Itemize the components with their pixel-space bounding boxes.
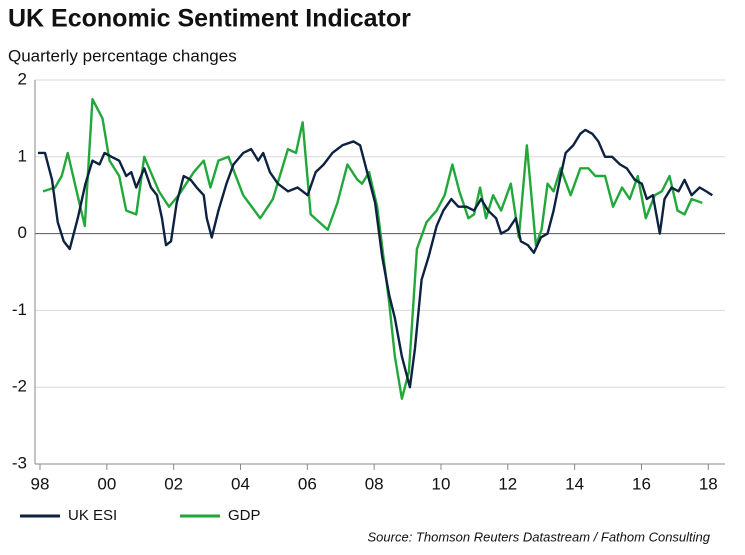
x-tick-label: 00	[97, 474, 116, 493]
x-tick-label: 02	[164, 474, 183, 493]
legend-label: GDP	[228, 507, 261, 524]
x-tick-label: 08	[365, 474, 384, 493]
series-line	[42, 98, 703, 400]
series-line	[38, 128, 713, 389]
x-tick-label: 14	[565, 474, 584, 493]
legend-label: UK ESI	[68, 507, 117, 524]
x-tick-label: 06	[298, 474, 317, 493]
y-tick-label: 2	[18, 69, 27, 88]
x-tick-label: 18	[699, 474, 718, 493]
x-tick-label: 98	[31, 474, 50, 493]
x-tick-label: 12	[498, 474, 517, 493]
x-tick-label: 04	[231, 474, 250, 493]
y-tick-label: -3	[12, 453, 27, 472]
source-note: Source: Thomson Reuters Datastream / Fat…	[368, 529, 711, 544]
x-tick-label: 16	[632, 474, 651, 493]
y-tick-label: -2	[12, 377, 27, 396]
y-tick-label: -1	[12, 300, 27, 319]
chart-subtitle: Quarterly percentage changes	[8, 46, 237, 65]
chart-title: UK Economic Sentiment Indicator	[8, 5, 411, 33]
y-tick-label: 1	[18, 146, 27, 165]
y-tick-label: 0	[18, 223, 27, 242]
x-tick-label: 10	[432, 474, 451, 493]
